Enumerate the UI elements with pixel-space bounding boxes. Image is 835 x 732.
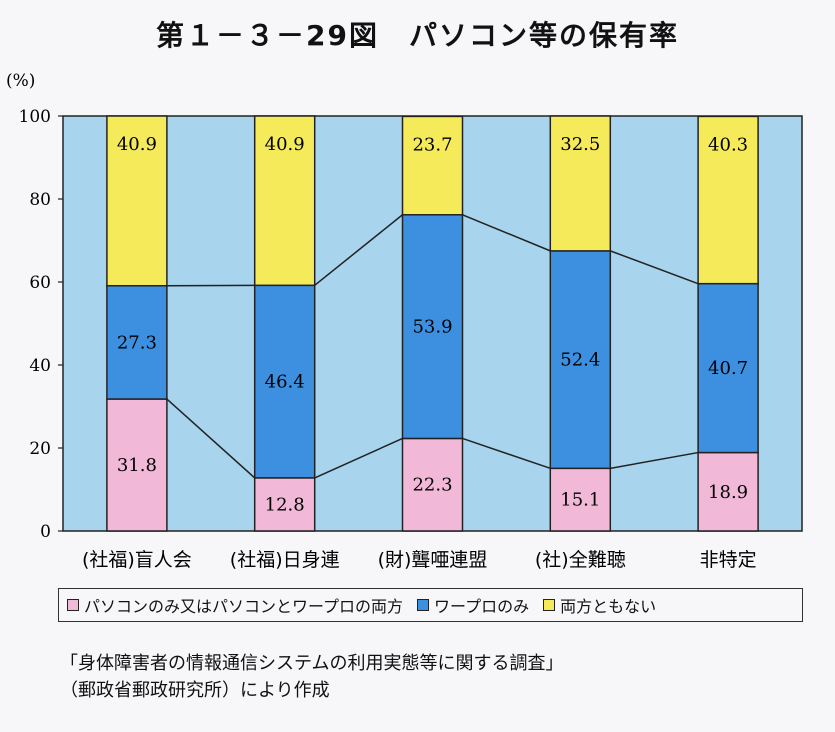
y-tick-label: 0 xyxy=(40,522,51,542)
x-tick-label: (社)全難聴 xyxy=(535,549,626,571)
data-label: 40.9 xyxy=(265,134,305,155)
data-label: 15.1 xyxy=(560,490,600,511)
stacked-bar-chart: (%) 0 20 40 60 80 100 31.8 27.3 40.9 12.8 46.4 40.9 2… xyxy=(6,71,803,571)
x-tick-label: (社福)盲人会 xyxy=(82,549,192,571)
source-note: 「身体障害者の情報通信システムの利用実態等に関する調査」 （郵政省郵政研究所）に… xyxy=(60,650,563,704)
y-tick-label: 100 xyxy=(19,107,51,127)
connector-line xyxy=(610,451,699,470)
connector-line xyxy=(166,398,256,479)
data-label: 53.9 xyxy=(412,317,452,338)
chart-title: 第１－３－29図 パソコン等の保有率 xyxy=(156,19,679,52)
bar-segment xyxy=(401,214,464,440)
x-tick-label: (社福)日身連 xyxy=(230,549,340,571)
data-label: 27.3 xyxy=(117,332,157,353)
data-label: 32.5 xyxy=(560,134,600,155)
legend-item-none: 両方ともない xyxy=(543,593,656,617)
data-label: 18.9 xyxy=(708,482,748,503)
bar-segment xyxy=(253,284,316,479)
bar-segment xyxy=(253,115,316,287)
legend-swatch-none xyxy=(543,599,556,611)
y-tick-label: 80 xyxy=(29,190,51,210)
legend-label-wordpro: ワープロのみ xyxy=(434,597,530,616)
legend-label-pc: パソコンのみ又はパソコンとワープロの両方 xyxy=(84,597,404,616)
data-label: 46.4 xyxy=(265,372,305,393)
bar-segment xyxy=(401,115,464,216)
y-tick-label: 40 xyxy=(29,356,51,376)
legend-item-wordpro: ワープロのみ xyxy=(417,593,529,617)
source-line-2: （郵政省郵政研究所）により作成 xyxy=(60,680,330,701)
x-tick-label: 非特定 xyxy=(700,549,757,571)
bar-segment xyxy=(549,115,612,252)
bar-segment xyxy=(106,398,168,532)
connector-line xyxy=(314,214,403,286)
bar-segment xyxy=(106,115,168,287)
bar-segment xyxy=(697,115,759,285)
legend: パソコンのみ又はパソコンとワープロの両方 ワープロのみ 両方ともない xyxy=(58,588,803,622)
bar-segment xyxy=(401,437,464,532)
data-label: 12.8 xyxy=(265,494,305,515)
connector-line xyxy=(462,437,551,470)
connector-line xyxy=(314,437,403,479)
data-label: 40.3 xyxy=(708,134,748,155)
data-label: 40.9 xyxy=(117,134,157,155)
legend-swatch-pc xyxy=(67,599,79,611)
connector-line xyxy=(462,214,551,252)
data-label: 40.7 xyxy=(708,358,748,379)
bar-segment xyxy=(697,282,759,454)
y-tick-label: 60 xyxy=(29,273,51,293)
data-label: 52.4 xyxy=(560,350,600,371)
legend-label-none: 両方ともない xyxy=(560,597,657,616)
data-label: 31.8 xyxy=(117,455,157,476)
x-tick-label: (財)聾唖連盟 xyxy=(378,549,488,571)
source-line-1: 「身体障害者の情報通信システムの利用実態等に関する調査」 xyxy=(60,653,564,674)
legend-item-pc: パソコンのみ又はパソコンとワープロの両方 xyxy=(67,593,403,617)
connector-line xyxy=(610,250,699,285)
y-axis-label: (%) xyxy=(6,71,35,91)
y-tick-label: 20 xyxy=(29,439,51,459)
legend-swatch-wordpro xyxy=(417,599,430,611)
bar-segment xyxy=(549,467,612,532)
data-label: 23.7 xyxy=(412,134,452,155)
data-label: 22.3 xyxy=(412,475,452,496)
